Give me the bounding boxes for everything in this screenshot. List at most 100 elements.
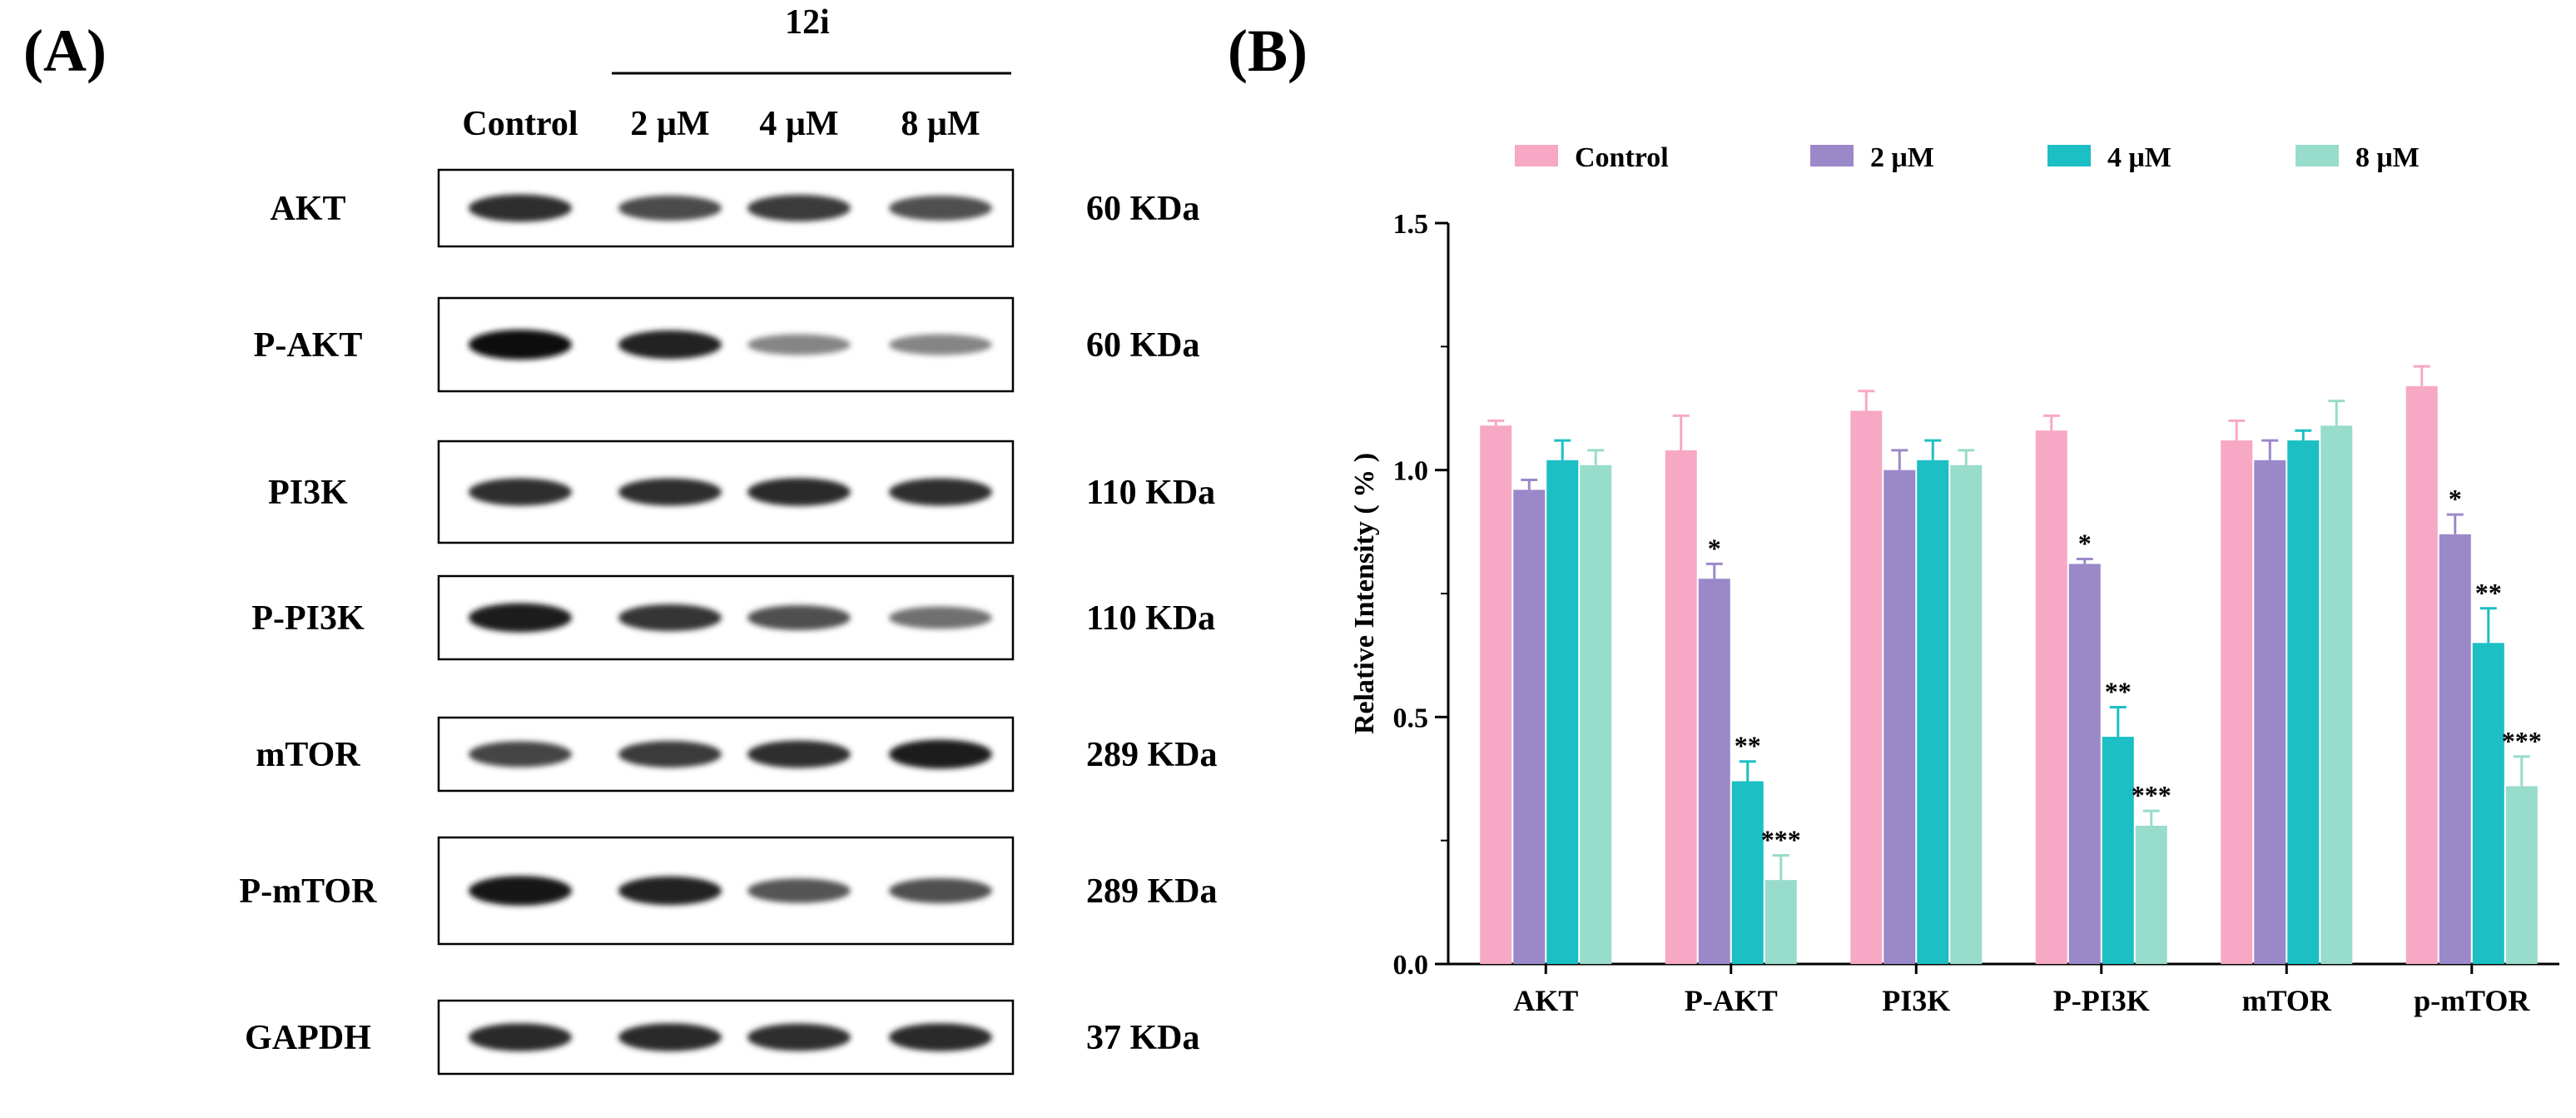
bar: [1546, 460, 1579, 964]
chart-legend: Control 2 μM 4 μM 8 μM: [1515, 142, 2420, 173]
x-tick-label: mTOR: [2242, 984, 2332, 1017]
legend-item: Control: [1515, 142, 1669, 173]
panel-b-label: (B): [1228, 17, 1308, 84]
treatment-label: 12i: [785, 3, 830, 42]
y-tick-label: 1.5: [1393, 209, 1429, 240]
bar: [2472, 643, 2504, 964]
protein-band: [889, 739, 992, 769]
significance-marker: **: [2105, 676, 2132, 706]
protein-band: [747, 605, 851, 630]
blot-row: P-AKT 60 KDa: [254, 296, 1200, 393]
bar: [2254, 460, 2286, 964]
bar: [1950, 465, 1983, 964]
protein-label: mTOR: [256, 736, 360, 774]
lane-labels: Control 2 µM 4 µM 8 µM: [462, 105, 980, 143]
significance-marker: *: [1708, 533, 1721, 563]
bar: [1884, 470, 1916, 964]
legend-item: 8 μM: [2296, 142, 2420, 173]
y-axis-label: Relative Intensity ( % ): [1349, 453, 1380, 734]
lane-label: 8 µM: [901, 105, 980, 143]
legend-item: 4 μM: [2047, 142, 2171, 173]
lane-label: 2 µM: [630, 105, 709, 143]
blot-row: AKT 60 KDa: [270, 168, 1200, 248]
protein-band: [618, 876, 722, 906]
protein-band: [618, 195, 722, 221]
legend-swatch: [1515, 145, 1558, 166]
blot-row: P-PI3K 110 KDa: [251, 574, 1215, 661]
bar: [2505, 786, 2538, 964]
bar: [1480, 425, 1512, 964]
protein-label: P-PI3K: [251, 599, 365, 638]
legend-label: 2 μM: [1870, 142, 1934, 173]
significance-marker: *: [2449, 484, 2462, 514]
protein-band: [469, 194, 572, 222]
bar: [1698, 579, 1730, 964]
protein-band: [469, 876, 572, 906]
protein-band: [469, 478, 572, 506]
legend-swatch: [1810, 145, 1854, 166]
bar: [1764, 880, 1797, 964]
legend-label: Control: [1575, 142, 1669, 173]
bar: [2287, 440, 2320, 964]
blot-row: P-mTOR 289 KDa: [240, 836, 1218, 946]
protein-band: [618, 1023, 722, 1051]
protein-band: [889, 196, 992, 221]
bar: [2135, 825, 2167, 964]
significance-marker: **: [1735, 731, 1761, 761]
x-tick-label: P-AKT: [1685, 984, 1778, 1017]
bar: [1665, 450, 1697, 964]
protein-label: AKT: [270, 190, 345, 228]
protein-band: [747, 334, 851, 355]
significance-marker: ***: [2132, 780, 2171, 810]
bar: [1580, 465, 1612, 964]
blot-row: PI3K 110 KDa: [268, 440, 1215, 544]
legend-item: 2 μM: [1810, 142, 1934, 173]
blot-rows: AKT 60 KDa P-AKT 60 KDa PI3K 110 KDa P-PI3K 110…: [240, 168, 1218, 1076]
lane-label: 4 µM: [759, 105, 838, 143]
protein-label: P-AKT: [254, 326, 363, 365]
protein-band: [469, 603, 572, 633]
protein-label: P-mTOR: [240, 872, 378, 911]
significance-marker: **: [2475, 578, 2502, 608]
chart-axes: 0.0 0.5 1.0 1.5 Relative Intensity ( % ) AKT P…: [1349, 209, 2559, 1017]
x-tick-label: P-PI3K: [2053, 984, 2150, 1017]
protein-band: [618, 741, 722, 768]
blot-row: GAPDH 37 KDa: [245, 999, 1200, 1076]
protein-band: [889, 1023, 992, 1051]
protein-band: [618, 478, 722, 506]
protein-band: [889, 478, 992, 506]
bar: [1850, 410, 1883, 964]
bar: [2035, 430, 2067, 964]
legend-swatch: [2047, 145, 2091, 166]
molecular-weight-label: 60 KDa: [1086, 190, 1200, 228]
bar: [2405, 385, 2438, 964]
protein-band: [889, 334, 992, 355]
protein-band: [747, 1023, 851, 1051]
molecular-weight-label: 110 KDa: [1086, 474, 1215, 512]
bar: [2439, 534, 2471, 964]
bar: [1513, 489, 1546, 964]
x-tick-label: PI3K: [1882, 984, 1950, 1017]
western-blot-panel: (A) 12i Control 2 µM 4 µM 8 µM AKT 60 KDaP-A…: [23, 3, 1218, 1076]
protein-band: [747, 195, 851, 221]
bar: [2102, 737, 2134, 964]
chart-bars: ******************: [1480, 365, 2542, 964]
protein-band: [618, 330, 722, 360]
protein-label: PI3K: [268, 474, 348, 512]
protein-band: [747, 478, 851, 506]
bar: [2320, 425, 2353, 964]
molecular-weight-label: 289 KDa: [1086, 872, 1218, 911]
protein-band: [469, 330, 572, 360]
molecular-weight-label: 37 KDa: [1086, 1019, 1200, 1057]
y-tick-label: 0.5: [1393, 703, 1429, 733]
protein-band: [469, 741, 572, 768]
protein-band: [747, 878, 851, 903]
y-tick-label: 0.0: [1393, 950, 1429, 981]
protein-label: GAPDH: [245, 1019, 371, 1057]
x-tick-label: AKT: [1513, 984, 1578, 1017]
significance-marker: ***: [2502, 726, 2542, 756]
significance-marker: *: [2078, 528, 2092, 558]
protein-band: [889, 606, 992, 629]
protein-band: [469, 1023, 572, 1051]
